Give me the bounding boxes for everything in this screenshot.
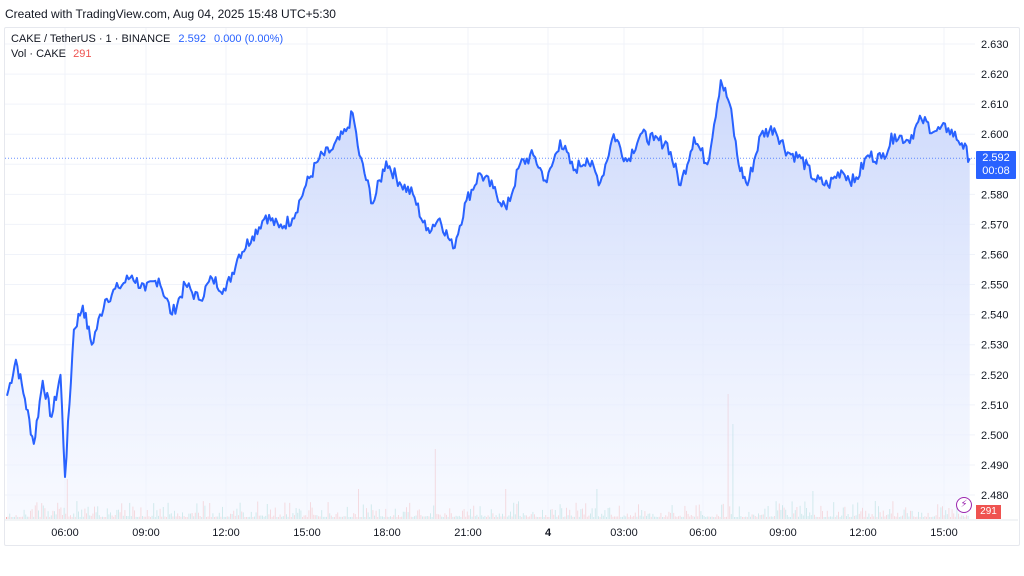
price-tick-label: 2.490 (981, 460, 1009, 472)
time-tick-label: 09:00 (769, 527, 797, 539)
price-tick-label: 2.570 (981, 219, 1009, 231)
price-tick-label: 2.530 (981, 340, 1009, 352)
last-price-badge: 2.592 00:08 (976, 151, 1016, 179)
price-tick-label: 2.540 (981, 310, 1009, 322)
legend-change: 0.000 (0.00%) (214, 33, 284, 45)
price-tick-label: 2.630 (981, 39, 1009, 51)
price-tick-label: 2.480 (981, 490, 1009, 502)
time-tick-label: 12:00 (849, 527, 877, 539)
time-tick-label: 12:00 (212, 527, 240, 539)
time-tick-label: 21:00 (454, 527, 482, 539)
price-tick-label: 2.500 (981, 430, 1009, 442)
time-tick-label: 06:00 (689, 527, 717, 539)
last-price-badge-value: 2.592 (982, 152, 1010, 164)
volume-row: Vol · CAKE 291 (11, 47, 283, 62)
price-tick-label: 2.560 (981, 249, 1009, 261)
volume-badge: 291 (976, 505, 1001, 519)
time-tick-label: 03:00 (610, 527, 638, 539)
tradingview-credit: Created with TradingView.com, Aug 04, 20… (5, 7, 336, 21)
legend-last-price: 2.592 (178, 33, 206, 45)
price-area (7, 80, 970, 519)
countdown-timer: 00:08 (982, 165, 1010, 177)
time-tick-label: 4 (545, 527, 552, 539)
legend-volume-value: 291 (73, 48, 92, 60)
price-tick-label: 2.610 (981, 99, 1009, 111)
time-tick-label: 09:00 (132, 527, 160, 539)
price-line (6, 79, 971, 478)
time-tick-label: 18:00 (373, 527, 401, 539)
price-tick-label: 2.510 (981, 400, 1009, 412)
price-tick-label: 2.520 (981, 370, 1009, 382)
chart-legend: CAKE / TetherUS · 1 · BINANCE 2.592 0.00… (11, 32, 283, 62)
price-tick-label: 2.620 (981, 69, 1009, 81)
price-tick-label: 2.550 (981, 280, 1009, 292)
symbol-label[interactable]: CAKE / TetherUS · 1 · BINANCE (11, 33, 171, 45)
price-tick-label: 2.580 (981, 189, 1009, 201)
price-tick-label: 2.600 (981, 129, 1009, 141)
symbol-row: CAKE / TetherUS · 1 · BINANCE 2.592 0.00… (11, 32, 283, 47)
price-axis: 2.630 2.620 2.610 2.600 2.580 2.570 2.560 2.550… (981, 39, 1009, 502)
time-tick-label: 15:00 (930, 527, 958, 539)
time-tick-label: 06:00 (51, 527, 79, 539)
lightning-bolt-icon[interactable]: ⚡ (956, 497, 972, 513)
volume-label[interactable]: Vol · CAKE (11, 48, 67, 60)
time-tick-label: 15:00 (293, 527, 321, 539)
time-axis: 06:00 09:00 12:00 15:00 18:00 21:00 4 03:00 06:0… (4, 519, 1018, 539)
